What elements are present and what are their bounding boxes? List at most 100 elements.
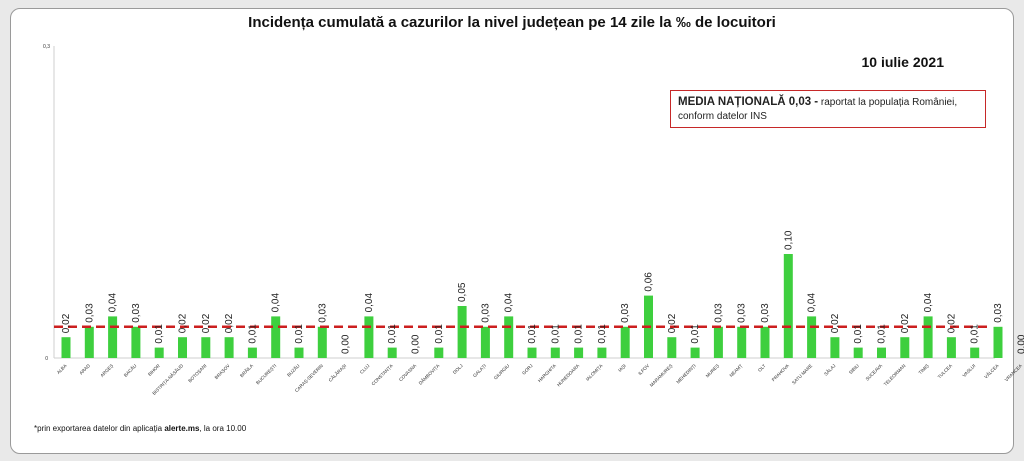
bar [504,316,514,358]
chart-title: Incidența cumulată a cazurilor la nivel … [248,14,776,31]
category-label: DÂMBOVIȚA [417,362,441,386]
bar [807,316,817,358]
bar [620,326,630,358]
data-label: 0,01 [154,324,165,344]
category-label: ALBA [56,363,69,376]
data-label: 0,02 [201,313,212,333]
category-label: CLUJ [359,363,371,375]
bar [364,316,374,358]
bar [830,337,840,358]
bar [923,316,933,358]
data-label: 0,02 [667,313,678,333]
data-label: 0,02 [61,313,72,333]
bar [853,347,863,358]
data-label: 0,10 [783,230,794,250]
category-label: SĂLAJ [822,362,836,376]
bar [178,337,187,358]
data-label: 0,01 [550,324,561,344]
category-label: BIHOR [147,363,161,377]
data-label: 0,03 [480,303,491,323]
bar [224,337,234,358]
category-label: IALOMIȚA [585,363,604,382]
category-label: CĂLĂRAȘI [327,362,347,382]
category-label: COVASNA [398,363,418,383]
category-label: OLT [757,363,767,373]
data-label: 0,04 [271,292,282,312]
category-label: BRĂILA [238,362,254,378]
data-label: 0,01 [597,324,608,344]
bar [201,337,211,358]
data-label: 0,04 [923,292,934,312]
category-label: TELEORMAN [883,363,907,387]
category-label: MARAMUREȘ [649,363,674,388]
data-label: 0,01 [434,324,445,344]
bar [271,316,281,358]
data-label: 0,01 [294,324,305,344]
data-label: 0,04 [504,292,515,312]
bar [84,326,94,358]
data-label: 0,01 [247,324,258,344]
national-average-box: MEDIA NAȚIONALĂ 0,03 - raportat la popul… [670,90,986,128]
category-label: MUREȘ [705,363,720,378]
bar [713,326,723,358]
data-label: 0,00 [411,334,422,354]
data-label: 0,04 [807,292,818,312]
bar [667,337,677,358]
bar [154,347,164,358]
category-label: GALAȚI [472,363,487,378]
data-label: 0,01 [690,324,701,344]
category-label: ARAD [78,363,91,376]
data-label: 0,04 [108,292,119,312]
data-label: 0,03 [993,303,1004,323]
bar [737,326,747,358]
data-label: 0,03 [760,303,771,323]
bar [574,347,584,358]
category-label: VRANCEA [1004,363,1024,383]
category-label: NEAMȚ [729,363,744,378]
bar [690,347,700,358]
bar [993,326,1003,358]
category-label: GIURGIU [493,363,510,380]
category-label: VÂLCEA [983,362,1001,380]
category-label: SIBIU [848,363,860,375]
data-label: 0,03 [737,303,748,323]
bar [61,337,71,358]
chart-frame [10,8,1014,454]
bar [457,306,467,358]
category-label: VASLUI [962,363,977,378]
category-label: IAȘI [617,363,627,373]
bar [108,316,118,358]
data-label: 0,02 [900,313,911,333]
footnote-bold: alerte.ms [164,424,200,433]
category-label: HARGHITA [537,363,558,384]
y-tick-label: 0,3 [43,44,50,50]
data-label: 0,02 [224,313,235,333]
footnote: *prin exportarea datelor din aplicația a… [34,424,246,433]
bar [247,347,257,358]
bar [970,347,980,358]
data-label: 0,01 [527,324,538,344]
bar [877,347,886,358]
bar [900,337,910,358]
bar [597,347,607,358]
bar [783,254,793,358]
data-label: 0,03 [713,303,724,323]
bar [317,326,327,358]
data-label: 0,01 [387,324,398,344]
category-label: BUZĂU [285,362,300,377]
category-label: TIMIȘ [918,363,930,375]
bar [527,347,537,358]
bar [387,347,397,358]
data-label: 0,02 [178,313,189,333]
category-label: SUCEAVA [865,363,884,382]
category-label: BRAȘOV [214,363,232,381]
data-label: 0,04 [364,292,375,312]
category-label: HUNEDOARA [556,363,581,388]
y-tick-label: 0 [45,356,48,362]
data-label: 0,02 [830,313,841,333]
national-average-text1: raportat la populația României, [818,97,958,108]
category-label: DOLJ [452,363,464,375]
data-label: 0,03 [131,303,142,323]
bar [434,347,444,358]
